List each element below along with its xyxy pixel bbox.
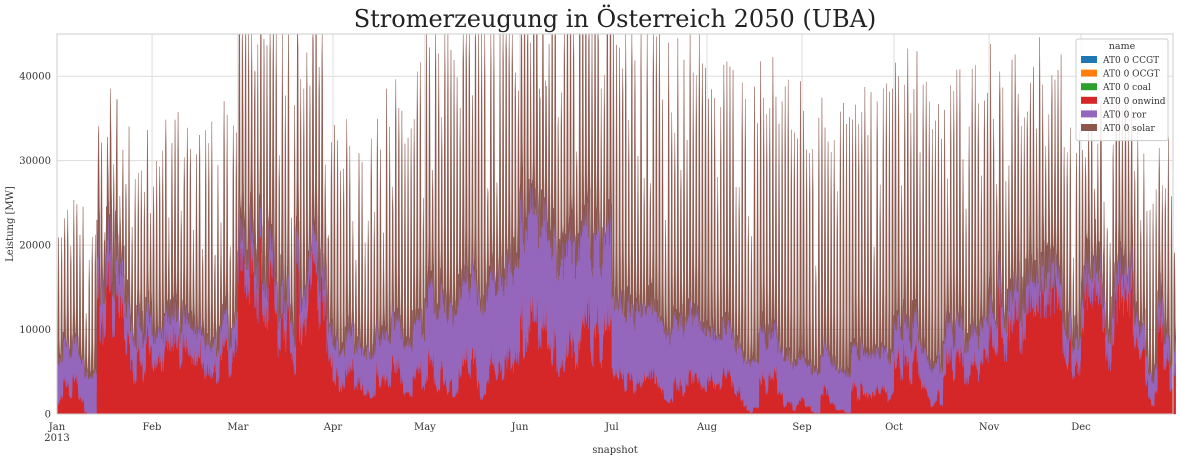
legend-swatch (1081, 69, 1097, 77)
x-tick-label: Dec (1071, 422, 1091, 433)
legend-swatch (1081, 96, 1097, 104)
legend-label: AT0 0 solar (1102, 124, 1155, 134)
y-axis-label: Leistung [MW] (5, 186, 16, 262)
plot-frame (56, 33, 1174, 415)
legend: name AT0 0 CCGT AT0 0 OCGT AT0 0 coal AT0 0 … (1075, 38, 1169, 142)
x-axis-label: snapshot (592, 445, 638, 456)
y-tick-label: 20000 (19, 241, 51, 252)
legend-label: AT0 0 ror (1102, 110, 1147, 120)
chart-title: Stromerzeugung in Österreich 2050 (UBA) (354, 4, 877, 33)
y-tick-label: 40000 (19, 72, 51, 83)
legend-swatch (1081, 110, 1097, 118)
x-tick-label: Aug (696, 422, 718, 433)
area-layer (56, 33, 1176, 415)
x-tick-label: Nov (979, 422, 1000, 433)
x-tick-label: Jul (604, 422, 619, 433)
legend-label: AT0 0 CCGT (1102, 56, 1159, 66)
x-tick-label: Apr (323, 422, 343, 433)
legend-box (1075, 38, 1169, 142)
legend-label: AT0 0 onwind (1102, 97, 1166, 107)
y-ticks: 0 10000 20000 30000 40000 (19, 72, 51, 421)
legend-label: AT0 0 coal (1102, 83, 1151, 93)
x-tick-label: Oct (885, 422, 903, 433)
x-tick-label: Jan (48, 422, 66, 433)
x-tick-label: Jun (511, 422, 529, 433)
legend-swatch (1081, 56, 1097, 63)
y-tick-label: 0 (45, 410, 51, 421)
y-tick-label: 30000 (19, 156, 51, 167)
series-area-at0-0-solar (56, 33, 1176, 385)
legend-swatch (1081, 124, 1097, 131)
y-tick-label: 10000 (19, 325, 51, 336)
x-tick-label: May (414, 422, 436, 433)
legend-label: AT0 0 OCGT (1102, 70, 1160, 80)
legend-swatch (1081, 83, 1097, 91)
x-tick-label: Feb (143, 422, 162, 433)
x-tick-label: Sep (792, 422, 811, 433)
legend-title: name (1109, 41, 1136, 52)
x-tick-sublabel: 2013 (44, 433, 69, 444)
x-tick-label: Mar (227, 422, 248, 433)
